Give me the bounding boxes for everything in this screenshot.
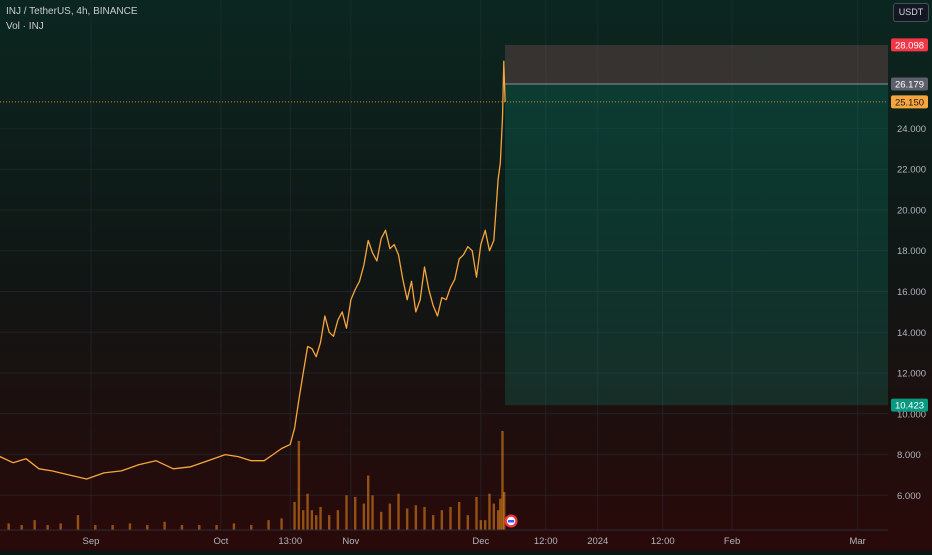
x-tick-label: Sep [83,536,100,547]
volume-bar [492,503,496,530]
volume-bar [280,518,283,530]
x-tick-label: 12:00 [651,536,675,547]
y-tick-label: 12.000 [897,369,926,380]
volume-bar [302,510,305,530]
volume-bar [315,515,318,530]
y-tick-label: 14.000 [897,328,926,339]
volume-bar [496,510,500,530]
event-marker-band [508,520,515,523]
y-tick-label: 24.000 [897,124,926,135]
x-tick-label: Dec [472,536,489,547]
volume-bar [397,493,400,530]
last-price-tag: 25.150 [895,97,924,108]
x-tick-label: 13:00 [278,536,302,547]
volume-bar [306,493,309,530]
volume-bar [483,520,487,530]
volume-bar [488,493,491,530]
volume-bar [328,515,331,530]
stop-loss-zone [505,44,888,85]
volume-bar [250,525,253,530]
y-tick-label: 22.000 [897,165,926,176]
x-tick-label: Nov [342,536,359,547]
y-tick-label: 10.000 [897,409,926,420]
volume-bar [440,510,444,530]
profit-zone [505,84,888,406]
volume-bar [431,515,435,530]
volume-bar [475,497,478,530]
x-tick-label: Oct [214,536,229,547]
stop-loss-tag-bg [891,38,928,52]
volume-bar [405,508,409,530]
volume-bar [46,525,49,530]
volume-bar [163,521,166,530]
y-axis[interactable]: 6.000 8.000 10.000 12.000 14.000 16.000 18.000… [897,124,926,502]
volume-bar [180,525,184,530]
target-tag-bg [891,398,928,412]
volume-bar [388,503,392,530]
x-tick-label: 2024 [587,536,608,547]
price-tags: 28.098 26.179 25.150 10.423 [891,38,928,412]
volume-bar [59,523,62,530]
volume-bar [449,506,452,530]
volume-bar [414,505,418,530]
target-tag: 10.423 [895,401,924,412]
volume-indicator-label: Vol · INJ [6,21,44,32]
currency-badge[interactable]: USDT [893,3,929,22]
volume-bar [7,523,10,530]
x-tick-label: Mar [849,536,865,547]
earnings-flag-icon[interactable] [504,514,518,528]
volume-bar [336,510,340,530]
volume-bar [94,525,97,530]
volume-bar [319,506,322,530]
volume-bar [362,503,366,530]
price-line [0,60,506,480]
volume-bar [267,520,270,530]
volume-bar [457,501,461,530]
y-tick-label: 8.000 [897,450,921,461]
x-tick-label: 12:00 [534,536,558,547]
volume-bar [371,495,374,530]
volume-bar [111,525,114,530]
volume-bar [379,511,383,530]
volume-bar [503,492,506,530]
x-tick-label: Feb [724,536,740,547]
y-tick-label: 20.000 [897,205,926,216]
volume-bar [310,510,314,530]
volume-bar [20,525,23,530]
volume-bar [479,520,483,530]
x-axis[interactable]: 13:00SepOct13:00NovDec12:00202412:00FebM… [0,529,888,547]
volume-bar [33,520,36,530]
volume-bar [501,431,504,530]
volume-bar [499,498,502,530]
entry-tag: 26.179 [895,80,924,91]
volume-bar [128,523,132,530]
grid-lines [0,0,888,530]
stop-loss-tag: 28.098 [895,40,924,51]
volume-bars [7,431,506,530]
volume-bar [146,525,149,530]
volume-bar [354,497,357,530]
chart-title: INJ / TetherUS, 4h, BINANCE [6,6,138,17]
volume-bar [466,515,470,530]
volume-bar [366,475,370,530]
volume-bar [293,501,296,530]
y-tick-label: 16.000 [897,287,926,298]
volume-bar [232,523,236,530]
y-tick-label: 18.000 [897,246,926,257]
position-tool[interactable] [505,44,888,406]
volume-bar [198,525,201,530]
entry-tag-bg [891,77,928,91]
volume-bar [215,525,218,530]
volume-bar [345,495,348,530]
y-tick-label: 6.000 [897,491,921,502]
price-series [0,60,888,480]
volume-bar [423,506,426,530]
volume-bar [76,515,80,530]
volume-bar [297,440,301,530]
last-price-tag-bg [891,95,928,109]
